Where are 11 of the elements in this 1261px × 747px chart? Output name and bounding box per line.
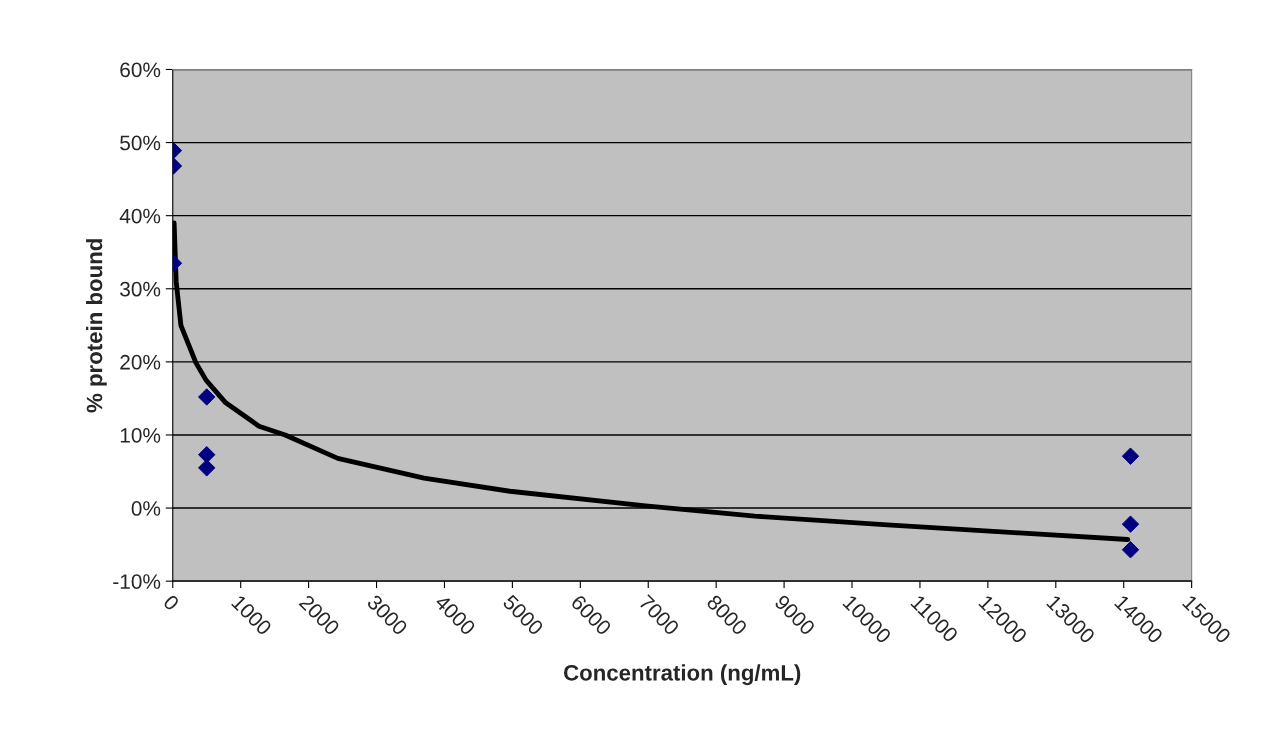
y-tick-label: 30% (120, 281, 161, 297)
y-tick-label: 60% (120, 62, 161, 78)
x-tick-label: 0 (162, 593, 180, 612)
y-axis-title: % protein bound (86, 239, 107, 413)
y-tick-label: 10% (120, 427, 161, 443)
x-axis-title: Concentration (ng/mL) (564, 664, 801, 686)
y-tick-label: 50% (120, 135, 161, 151)
y-tick-label: 40% (119, 208, 161, 224)
y-tick-label: 0% (131, 501, 161, 516)
y-tick-label: -10% (113, 574, 161, 589)
y-tick-label: 20% (120, 354, 161, 370)
